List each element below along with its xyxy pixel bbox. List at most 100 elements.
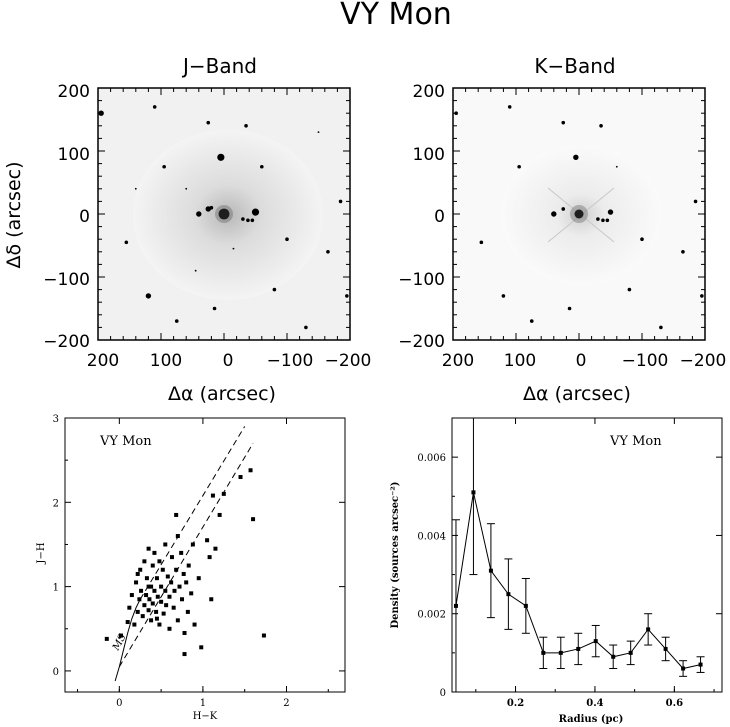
k-star-15 <box>681 250 685 254</box>
cc-point <box>251 517 256 522</box>
cc-ticks: 0 1 2 0 1 2 3 <box>53 414 345 709</box>
cc-point <box>139 588 144 593</box>
j-y-tick-label-200: 200 <box>58 82 90 102</box>
cc-reddening-line-0 <box>139 426 246 600</box>
cc-curves <box>114 426 254 682</box>
k-star-3 <box>561 207 566 211</box>
cc-point <box>134 580 139 585</box>
j-star-29 <box>304 325 308 330</box>
cc-point <box>174 567 179 572</box>
cc-point <box>147 597 152 602</box>
k-star-6 <box>601 218 605 223</box>
k-star-5 <box>596 217 600 221</box>
cc-point <box>171 605 176 610</box>
j-star-24 <box>272 287 277 292</box>
cc-point <box>182 652 187 657</box>
k-star-23 <box>659 325 663 330</box>
cc-point <box>190 542 195 547</box>
cc-point <box>217 512 222 517</box>
cc-point <box>184 580 189 585</box>
density-ytick-label: 0 <box>440 688 446 699</box>
cc-point <box>149 618 154 623</box>
j-star-11 <box>206 120 211 125</box>
cc-point <box>137 597 142 602</box>
cc-point <box>152 588 157 593</box>
k-y-tick-label-minus200: −200 <box>398 332 445 352</box>
cc-point <box>192 622 197 627</box>
k-star-17 <box>479 240 484 245</box>
k-band-ticks <box>452 87 706 341</box>
k-y-tick-label-100: 100 <box>413 145 445 165</box>
cc-annotation: VY Mon <box>99 434 152 449</box>
density-point <box>541 650 546 655</box>
cc-point <box>140 614 145 619</box>
k-star-4 <box>607 209 614 215</box>
cc-point <box>135 609 140 614</box>
j-x-axis-label: Δα (arcsec) <box>168 383 276 405</box>
j-star-14 <box>244 124 248 128</box>
cc-point <box>150 601 155 606</box>
cc-point <box>169 580 174 585</box>
cc-point <box>129 593 134 598</box>
cc-point <box>238 475 243 480</box>
k-star-0 <box>574 209 584 219</box>
cc-point <box>146 584 151 589</box>
j-star-0 <box>218 208 230 220</box>
j-y-tick-label-minus100: −100 <box>43 270 90 290</box>
k-x-tick-label-0: 0 <box>576 351 587 371</box>
j-star-26 <box>134 187 137 190</box>
cc-point <box>177 584 182 589</box>
cc-point <box>163 542 168 547</box>
k-band-stars <box>454 105 704 330</box>
j-y-tick-label-0: 0 <box>79 207 90 227</box>
j-y-tick-label-100: 100 <box>58 145 90 165</box>
k-star-21 <box>627 287 632 292</box>
cc-point <box>181 571 186 576</box>
density-series <box>451 418 705 692</box>
j-y-tick-label-minus200: −200 <box>43 332 90 352</box>
cc-point <box>154 576 159 581</box>
density-point <box>576 646 581 651</box>
main-title: VY Mon <box>340 0 452 32</box>
y-axis-label: Δδ (arcsec) <box>3 161 25 268</box>
k-star-13 <box>615 165 618 168</box>
density-point <box>628 650 633 655</box>
cc-point <box>154 609 159 614</box>
cc-point <box>132 622 137 627</box>
j-star-17 <box>338 199 343 204</box>
j-star-3 <box>205 206 211 212</box>
k-y-tick-label-0: 0 <box>434 207 445 227</box>
k-star-16 <box>700 294 704 298</box>
cc-point <box>189 591 194 596</box>
j-star-18 <box>326 250 330 254</box>
j-star-2 <box>196 211 202 217</box>
density-point <box>663 646 668 651</box>
cc-frame <box>64 417 346 693</box>
density-ticks: 0.2 0.4 0.6 0 0.002 0.004 0.006 <box>417 418 722 709</box>
cc-xtick-label: 2 <box>283 698 289 709</box>
cc-point <box>172 588 177 593</box>
cc-x-axis-label: H−K <box>193 711 218 722</box>
cc-y-axis-label: J−H <box>36 542 47 564</box>
k-star-9 <box>507 105 512 109</box>
cc-point <box>154 616 159 621</box>
density-point <box>646 627 651 632</box>
j-x-tick-label-minus200: −200 <box>325 351 372 371</box>
cc-point <box>127 605 132 610</box>
k-x-axis-label: Δα (arcsec) <box>523 383 631 405</box>
cc-point <box>163 588 168 593</box>
cc-point <box>164 603 169 608</box>
cc-point <box>157 622 162 627</box>
k-star-12 <box>599 124 603 128</box>
j-star-10 <box>152 105 157 109</box>
k-star-7 <box>605 218 610 223</box>
j-star-1 <box>217 153 225 161</box>
j-star-12 <box>162 164 166 169</box>
cc-xtick-label: 1 <box>200 698 206 709</box>
cc-point <box>199 645 204 650</box>
cc-point <box>104 636 109 641</box>
j-star-23 <box>212 306 217 311</box>
cc-point <box>142 603 147 608</box>
cc-point <box>207 555 212 560</box>
density-point <box>453 603 458 608</box>
